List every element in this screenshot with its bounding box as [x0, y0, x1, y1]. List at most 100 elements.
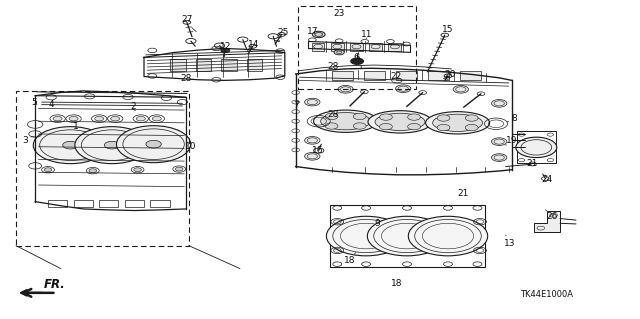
Text: 27: 27 [182, 15, 193, 24]
Ellipse shape [368, 111, 432, 133]
Bar [517, 131, 556, 163]
Text: 21: 21 [527, 159, 538, 168]
Circle shape [152, 116, 161, 121]
Bar [247, 59, 262, 71]
Text: 17: 17 [307, 27, 318, 36]
Circle shape [437, 124, 450, 131]
Text: 13: 13 [504, 239, 516, 248]
Bar [221, 59, 237, 71]
Bar [312, 43, 324, 51]
Text: 7: 7 [293, 101, 298, 110]
Circle shape [69, 116, 78, 121]
Circle shape [146, 140, 161, 148]
Text: 21: 21 [457, 189, 468, 198]
Circle shape [134, 168, 141, 172]
Circle shape [408, 123, 420, 130]
Text: 28: 28 [180, 74, 191, 83]
Text: 1: 1 [73, 122, 78, 131]
Circle shape [367, 216, 447, 256]
Text: 11: 11 [361, 30, 372, 39]
Circle shape [353, 113, 366, 120]
Circle shape [95, 116, 104, 121]
Bar [99, 200, 118, 207]
Circle shape [351, 58, 364, 64]
Text: 19: 19 [506, 137, 518, 145]
Bar [196, 59, 211, 71]
Text: 15: 15 [442, 25, 454, 34]
Text: 26: 26 [546, 212, 557, 221]
Text: 10: 10 [185, 142, 196, 151]
Circle shape [305, 98, 320, 106]
Circle shape [437, 115, 450, 121]
Text: 25: 25 [277, 28, 289, 37]
Circle shape [75, 127, 149, 164]
Text: 6: 6 [354, 53, 359, 62]
Circle shape [380, 114, 392, 120]
Text: 8: 8 [511, 114, 516, 122]
Circle shape [465, 115, 478, 121]
Bar [364, 71, 385, 80]
Circle shape [492, 138, 507, 145]
Text: 18: 18 [391, 279, 403, 288]
Bar [428, 71, 449, 80]
Text: 4: 4 [49, 100, 54, 109]
Text: 2: 2 [131, 102, 136, 111]
Circle shape [453, 85, 468, 93]
Circle shape [305, 152, 320, 160]
Bar [48, 200, 67, 207]
Bar [350, 43, 363, 51]
Circle shape [380, 123, 392, 130]
Text: 28: 28 [327, 63, 339, 71]
Circle shape [116, 126, 191, 163]
Circle shape [136, 116, 145, 121]
Text: FR.: FR. [44, 278, 65, 291]
Bar [74, 200, 93, 207]
Text: 22: 22 [390, 72, 401, 81]
Text: TK44E1000A: TK44E1000A [520, 290, 573, 299]
Bar [150, 200, 170, 207]
Circle shape [492, 154, 507, 161]
Bar [460, 71, 481, 80]
Circle shape [325, 123, 338, 129]
Text: 20: 20 [444, 70, 456, 78]
Circle shape [44, 168, 52, 172]
Circle shape [53, 116, 62, 121]
Circle shape [338, 85, 353, 93]
Polygon shape [534, 211, 560, 232]
Circle shape [326, 216, 406, 256]
Circle shape [396, 85, 411, 93]
Text: 14: 14 [248, 40, 259, 48]
Ellipse shape [433, 114, 483, 131]
Bar [170, 59, 186, 71]
Circle shape [334, 50, 344, 55]
Bar [388, 43, 401, 51]
Bar [16, 91, 189, 246]
Text: 16: 16 [312, 146, 324, 155]
Circle shape [408, 114, 420, 120]
Circle shape [325, 113, 338, 120]
Circle shape [305, 137, 320, 144]
Circle shape [221, 48, 230, 53]
Circle shape [516, 137, 557, 158]
Text: 24: 24 [541, 175, 553, 184]
Circle shape [408, 216, 488, 256]
Circle shape [492, 100, 507, 107]
Text: 5: 5 [32, 98, 37, 107]
Circle shape [312, 31, 325, 38]
Ellipse shape [375, 113, 425, 130]
Bar [298, 6, 416, 89]
Ellipse shape [314, 110, 378, 132]
Circle shape [353, 123, 366, 129]
Circle shape [111, 116, 120, 121]
Bar [331, 43, 344, 51]
Text: 12: 12 [220, 42, 231, 51]
Text: 28: 28 [327, 110, 339, 119]
Bar [330, 205, 485, 267]
Text: 18: 18 [344, 256, 356, 265]
Text: 9: 9 [375, 219, 380, 228]
Circle shape [89, 169, 97, 173]
Bar [125, 200, 144, 207]
Text: 3: 3 [23, 137, 28, 145]
Bar [369, 43, 382, 51]
Bar [332, 71, 353, 80]
